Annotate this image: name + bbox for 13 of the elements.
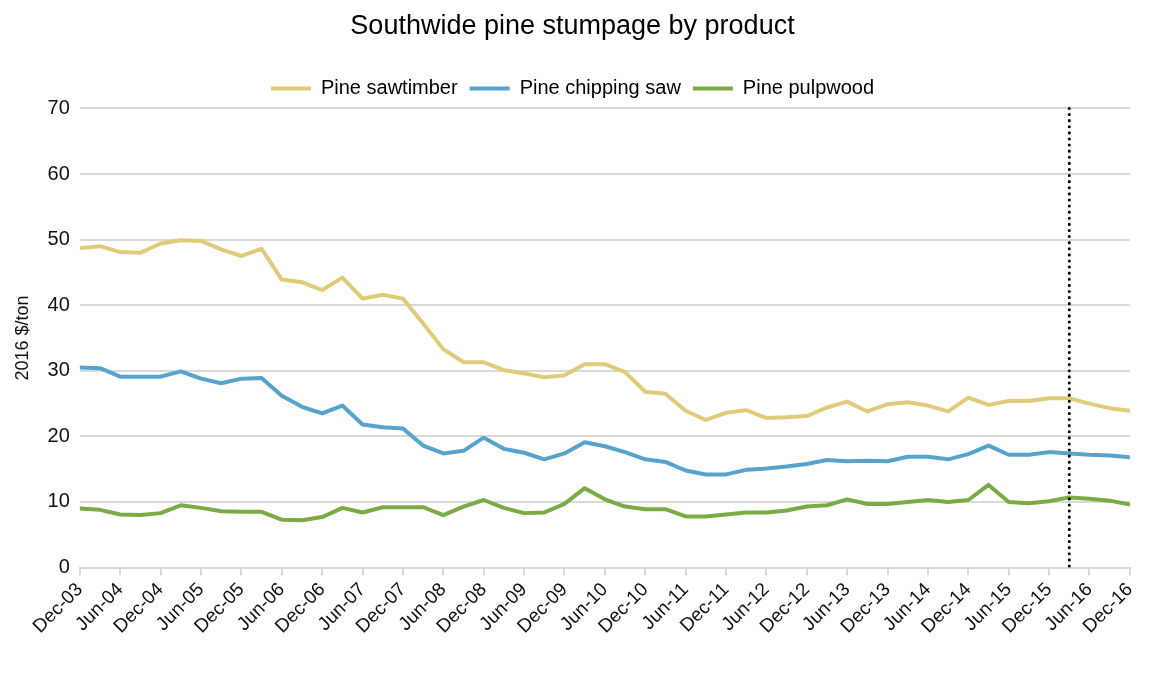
- y-tick-label: 60: [47, 161, 70, 184]
- y-axis-title: 2016 $/ton: [11, 295, 32, 381]
- chart-title: Southwide pine stumpage by product: [350, 9, 796, 40]
- legend-label: Pine chipping saw: [519, 75, 682, 98]
- y-tick-label: 20: [47, 423, 70, 446]
- y-tick-label: 40: [47, 292, 70, 315]
- legend-label: Pine pulpwood: [742, 75, 875, 98]
- y-tick-label: 70: [47, 95, 70, 118]
- y-tick-label: 10: [47, 489, 70, 512]
- y-tick-label: 0: [58, 555, 70, 578]
- y-tick-label: 50: [47, 227, 70, 250]
- y-tick-label: 30: [47, 358, 70, 381]
- legend-label: Pine sawtimber: [320, 75, 458, 98]
